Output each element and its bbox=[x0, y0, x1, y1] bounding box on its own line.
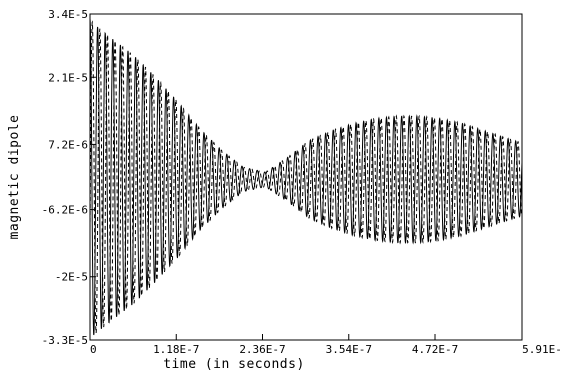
x-tick-label: 0 bbox=[90, 343, 97, 356]
y-tick-label: -3.3E-5 bbox=[42, 334, 88, 347]
x-axis-title: time (in seconds) bbox=[163, 357, 305, 372]
series-line-dashed bbox=[89, 20, 523, 334]
y-tick-label: 7.2E-6 bbox=[48, 138, 88, 151]
y-tick-label: 2.1E-5 bbox=[48, 71, 88, 84]
x-axis-ticks: 0 1.18E-7 2.36E-7 3.54E-7 4.72E-7 5.91E- bbox=[89, 334, 562, 356]
series-line-solid bbox=[89, 18, 523, 336]
y-tick-label: -6.2E-6 bbox=[42, 204, 88, 217]
x-tick-label: 1.18E-7 bbox=[153, 343, 199, 356]
x-tick-label: 4.72E-7 bbox=[412, 343, 458, 356]
y-axis-ticks: 3.4E-5 2.1E-5 7.2E-6 -6.2E-6 -2E-5 -3.3E-5 bbox=[42, 8, 96, 347]
x-tick-label: 5.91E- bbox=[522, 343, 562, 356]
x-tick-label: 3.54E-7 bbox=[326, 343, 372, 356]
series-layer bbox=[89, 18, 523, 336]
y-tick-label: 3.4E-5 bbox=[48, 8, 88, 21]
y-axis-title: magnetic dipole bbox=[7, 115, 22, 240]
y-tick-label: -2E-5 bbox=[55, 271, 88, 284]
x-tick-label: 2.36E-7 bbox=[239, 343, 285, 356]
